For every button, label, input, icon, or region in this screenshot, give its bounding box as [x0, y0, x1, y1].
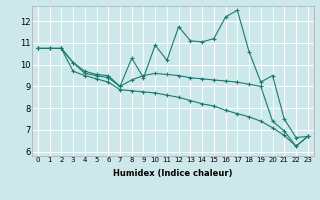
X-axis label: Humidex (Indice chaleur): Humidex (Indice chaleur) — [113, 169, 233, 178]
